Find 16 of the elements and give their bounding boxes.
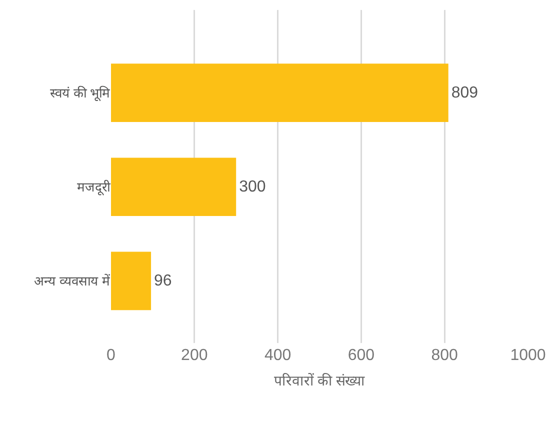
data-label: 809	[451, 84, 478, 102]
y-tick-label: मजदूरी	[77, 179, 111, 196]
y-tick-label: स्वयं की भूमि	[50, 85, 110, 102]
x-axis-title: परिवारों की संख्या	[274, 371, 366, 390]
data-label: 300	[239, 178, 266, 196]
y-tick-label: अन्य व्यवसाय में	[34, 273, 110, 288]
bar	[111, 64, 448, 122]
data-label: 96	[154, 272, 172, 290]
x-tick-label: 1000	[510, 347, 546, 364]
x-tick-label: 200	[181, 347, 208, 364]
x-tick-label: 800	[431, 347, 458, 364]
x-tick-label: 400	[264, 347, 292, 364]
x-tick-label: 0	[106, 347, 116, 364]
bar	[111, 158, 236, 216]
bar	[111, 252, 152, 310]
x-tick-label: 600	[348, 347, 375, 364]
